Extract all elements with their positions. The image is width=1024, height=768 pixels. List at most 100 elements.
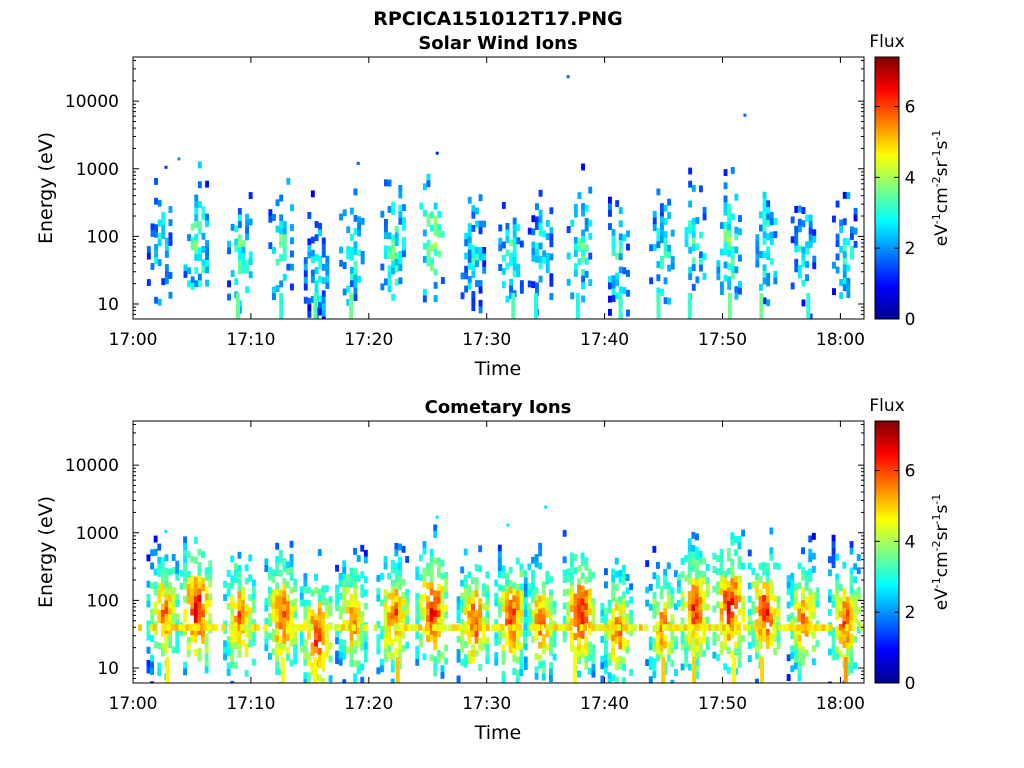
heatmap-cell bbox=[734, 292, 739, 300]
heatmap-cell bbox=[523, 643, 528, 651]
heatmap-cell bbox=[853, 602, 858, 610]
heatmap-cell bbox=[164, 237, 169, 245]
y-tick-label: 10 bbox=[97, 659, 119, 679]
colorbar-tick-label: 6 bbox=[905, 98, 916, 118]
heatmap-cell bbox=[566, 575, 571, 583]
heatmap-cell bbox=[573, 600, 578, 608]
heatmap-cell bbox=[164, 646, 169, 654]
heatmap-cell bbox=[577, 617, 581, 625]
heatmap-cell bbox=[695, 592, 699, 600]
heatmap-cell bbox=[384, 225, 388, 233]
heatmap-cell bbox=[345, 646, 350, 654]
heatmap-cell bbox=[734, 266, 739, 274]
heatmap-cell bbox=[790, 632, 795, 640]
heatmap-cell bbox=[244, 604, 249, 611]
heatmap-cell bbox=[357, 223, 361, 230]
heatmap-cell bbox=[654, 624, 659, 631]
heatmap-cell bbox=[278, 549, 283, 557]
heatmap-cell bbox=[573, 606, 578, 614]
heatmap-cell bbox=[618, 609, 623, 617]
heatmap-cell bbox=[663, 237, 668, 245]
heatmap-cell bbox=[663, 568, 668, 576]
heatmap-cell bbox=[444, 585, 448, 592]
heatmap-cell bbox=[313, 657, 317, 683]
heatmap-cell bbox=[552, 653, 557, 661]
heatmap-cell bbox=[751, 601, 756, 608]
heatmap-cell bbox=[353, 188, 358, 196]
heatmap-cell bbox=[676, 624, 681, 631]
heatmap-cell bbox=[691, 551, 696, 559]
heatmap-cell bbox=[509, 252, 513, 260]
heatmap-cell bbox=[691, 224, 696, 232]
heatmap-cell bbox=[321, 244, 326, 251]
heatmap-cell bbox=[279, 227, 284, 235]
heatmap-cell bbox=[804, 583, 809, 591]
heatmap-cell bbox=[197, 273, 202, 281]
heatmap-cell bbox=[394, 542, 399, 550]
heatmap-cell bbox=[608, 196, 612, 204]
heatmap-cell bbox=[663, 575, 668, 583]
heatmap-cell bbox=[581, 203, 585, 210]
heatmap-cell bbox=[797, 271, 802, 279]
heatmap-cell bbox=[656, 228, 661, 235]
heatmap-cell bbox=[519, 629, 524, 637]
heatmap-cell bbox=[415, 619, 420, 627]
heatmap-cell bbox=[723, 603, 728, 611]
heatmap-cell bbox=[730, 651, 735, 658]
heatmap-cell bbox=[535, 203, 539, 211]
heatmap-cell bbox=[743, 624, 747, 631]
heatmap-cell bbox=[667, 297, 672, 305]
heatmap-cell bbox=[429, 654, 434, 662]
heatmap-cell bbox=[383, 635, 388, 643]
heatmap-cell bbox=[464, 265, 469, 273]
heatmap-cell bbox=[611, 621, 616, 629]
heatmap-cell bbox=[429, 568, 434, 576]
heatmap-cell bbox=[236, 293, 240, 319]
heatmap-cell bbox=[747, 549, 752, 557]
heatmap-cell bbox=[178, 624, 183, 631]
heatmap-cell bbox=[241, 240, 246, 248]
heatmap-cell bbox=[433, 524, 438, 532]
y-tick-label: 1000 bbox=[76, 524, 119, 544]
heatmap-cell bbox=[433, 610, 438, 618]
heatmap-cell bbox=[611, 242, 616, 250]
heatmap-cell bbox=[720, 248, 724, 256]
heatmap-cell bbox=[758, 615, 763, 623]
heatmap-cell bbox=[588, 252, 593, 260]
heatmap-cell bbox=[402, 217, 406, 225]
heatmap-cell bbox=[751, 620, 756, 628]
heatmap-cell bbox=[828, 556, 832, 564]
heatmap-cell bbox=[607, 652, 612, 660]
heatmap-cell bbox=[190, 282, 195, 290]
heatmap-cell bbox=[562, 602, 567, 610]
heatmap-cell bbox=[773, 608, 777, 616]
heatmap-cell bbox=[360, 643, 365, 651]
heatmap-cell bbox=[346, 246, 351, 253]
heatmap-cell bbox=[656, 561, 660, 569]
heatmap-cell bbox=[324, 585, 329, 592]
heatmap-cell bbox=[648, 656, 653, 664]
heatmap-cell bbox=[171, 593, 176, 601]
heatmap-cell bbox=[223, 646, 227, 654]
heatmap-cell bbox=[805, 214, 809, 222]
heatmap-cell bbox=[383, 608, 388, 616]
heatmap-cell bbox=[656, 581, 660, 589]
heatmap-cell bbox=[193, 576, 198, 584]
heatmap-cell bbox=[625, 587, 630, 595]
heatmap-cell bbox=[391, 247, 396, 255]
heatmap-cell bbox=[566, 608, 571, 616]
heatmap-cell bbox=[205, 180, 209, 188]
heatmap-cell bbox=[698, 583, 703, 591]
heatmap-cell bbox=[205, 266, 209, 274]
heatmap-cell bbox=[762, 595, 767, 602]
heatmap-cell bbox=[584, 563, 589, 571]
heatmap-cell bbox=[471, 264, 476, 272]
heatmap-cell bbox=[402, 223, 406, 231]
heatmap-cell bbox=[670, 587, 675, 595]
heatmap-cell bbox=[230, 647, 235, 655]
heatmap-cell bbox=[670, 613, 675, 621]
heatmap-cell bbox=[467, 571, 472, 579]
heatmap-cell bbox=[702, 603, 707, 611]
heatmap-cell bbox=[622, 663, 626, 671]
heatmap-cell bbox=[286, 263, 291, 271]
